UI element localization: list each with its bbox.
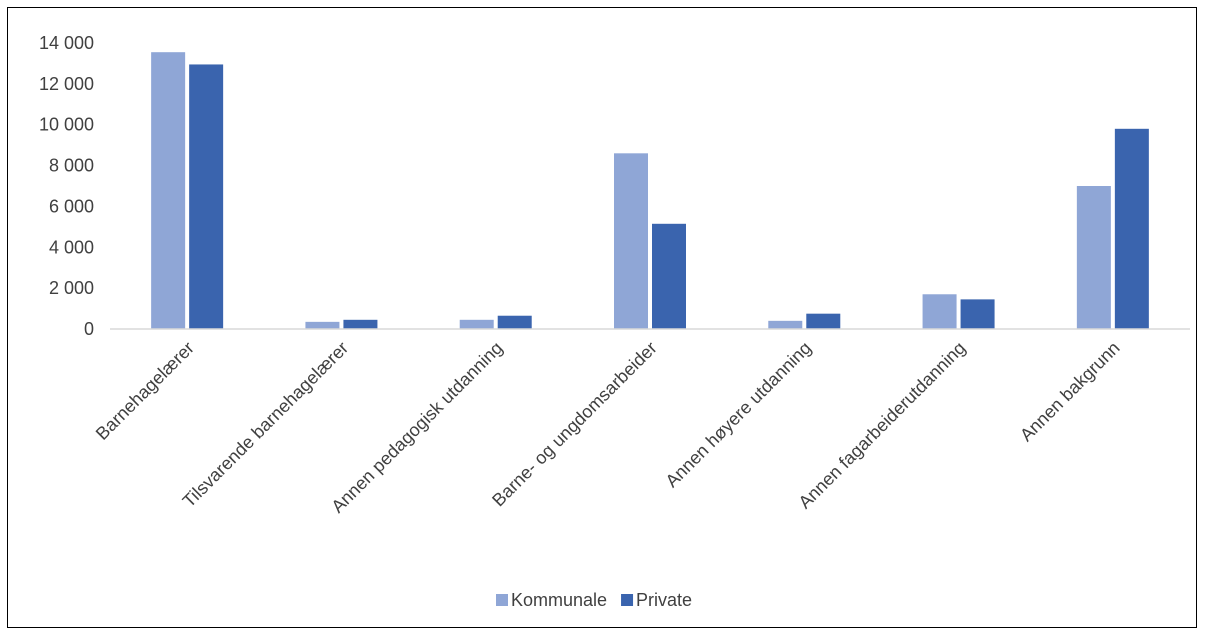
x-category-label: Annen bakgrunn xyxy=(1016,338,1124,446)
x-category-label: Annen pedagogisk utdanning xyxy=(328,338,507,517)
bar-private-6 xyxy=(1114,128,1149,329)
bar-kommunale-3 xyxy=(614,153,648,329)
bar-private-5 xyxy=(960,299,995,329)
y-tick-label: 10 000 xyxy=(39,115,94,135)
bar-kommunale-1 xyxy=(305,321,340,329)
bar-kommunale-0 xyxy=(151,52,186,329)
legend: Kommunale Private xyxy=(496,590,692,610)
bar-private-3 xyxy=(652,223,686,329)
bar-private-2 xyxy=(497,315,532,329)
y-tick-label: 8 000 xyxy=(49,156,94,176)
y-tick-label: 0 xyxy=(84,319,94,339)
legend-label-kommunale: Kommunale xyxy=(511,590,607,610)
x-category-label: Tilsvarende barnehagelærer xyxy=(179,338,353,512)
bar-kommunale-4 xyxy=(768,320,803,329)
x-category-label: Barnehagelærer xyxy=(92,338,198,444)
bar-kommunale-2 xyxy=(459,319,494,329)
bars xyxy=(151,52,1149,329)
bar-kommunale-5 xyxy=(922,294,957,329)
bar-private-0 xyxy=(189,64,224,329)
y-tick-label: 6 000 xyxy=(49,196,94,216)
legend-swatch-private xyxy=(621,594,634,606)
y-tick-label: 12 000 xyxy=(39,74,94,94)
legend-swatch-kommunale xyxy=(496,594,508,606)
y-tick-label: 2 000 xyxy=(49,278,94,298)
y-tick-label: 4 000 xyxy=(49,237,94,257)
x-category-label: Annen fagarbeiderutdanning xyxy=(795,338,970,513)
y-tick-label: 14 000 xyxy=(39,33,94,53)
y-axis-ticks: 0 2 000 4 000 6 000 8 000 10 000 12 000 14 000 xyxy=(39,33,94,339)
bar-private-4 xyxy=(806,313,841,329)
x-category-label: Barne- og ungdomsarbeider xyxy=(488,338,661,511)
x-category-label: Annen høyere utdanning xyxy=(662,338,816,492)
bar-kommunale-6 xyxy=(1076,186,1111,329)
legend-label-private: Private xyxy=(636,590,692,610)
bar-private-1 xyxy=(343,319,378,329)
